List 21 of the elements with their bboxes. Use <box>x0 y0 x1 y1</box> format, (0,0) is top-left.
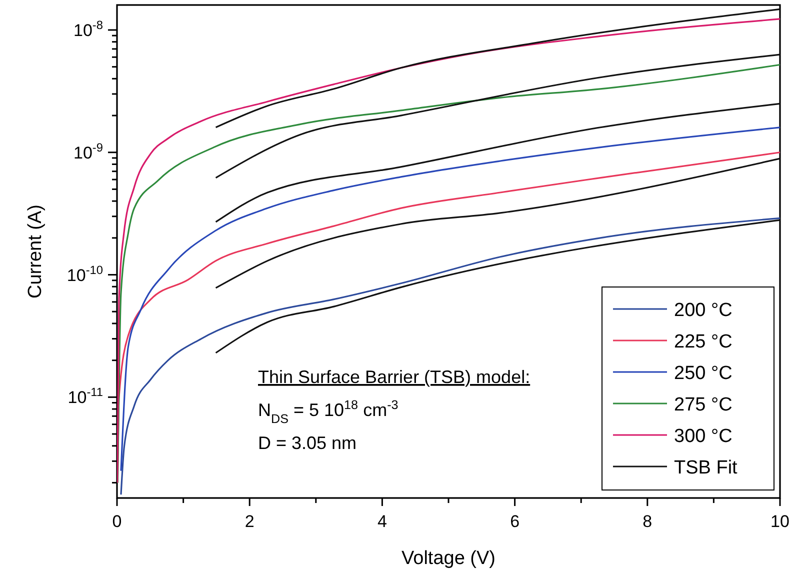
annotation: Thin Surface Barrier (TSB) model: <box>258 367 530 387</box>
legend-label: 225 °C <box>674 332 732 352</box>
legend-label: 200 °C <box>674 300 732 321</box>
x-tick-label: 4 <box>377 512 387 531</box>
y-tick-label: 10$^{-8}$ <box>74 18 104 40</box>
y-tick-label: 10$^{-11}$ <box>68 385 104 408</box>
legend-label: 300 °C <box>674 426 732 447</box>
x-tick-label: 10 <box>770 512 790 531</box>
x-axis-title: Voltage (V) <box>402 548 496 569</box>
x-tick-label: 0 <box>112 512 122 531</box>
legend-label: 250 °C <box>674 363 732 384</box>
annotation: N$_{DS}$ = 5 10$^{18}$ cm$^{-3}$ <box>258 398 398 426</box>
x-tick-label: 2 <box>244 512 254 531</box>
y-tick-label: 10$^{-9}$ <box>74 140 104 162</box>
annotation: D = 3.05 nm <box>258 433 357 453</box>
y-tick-label: 10$^{-10}$ <box>66 262 104 285</box>
x-tick-label: 8 <box>642 512 652 531</box>
legend-label: TSB Fit <box>674 458 738 478</box>
y-axis-title: Current (A) <box>25 204 46 298</box>
x-tick-label: 6 <box>510 512 520 531</box>
legend-label: 275 °C <box>674 394 732 416</box>
